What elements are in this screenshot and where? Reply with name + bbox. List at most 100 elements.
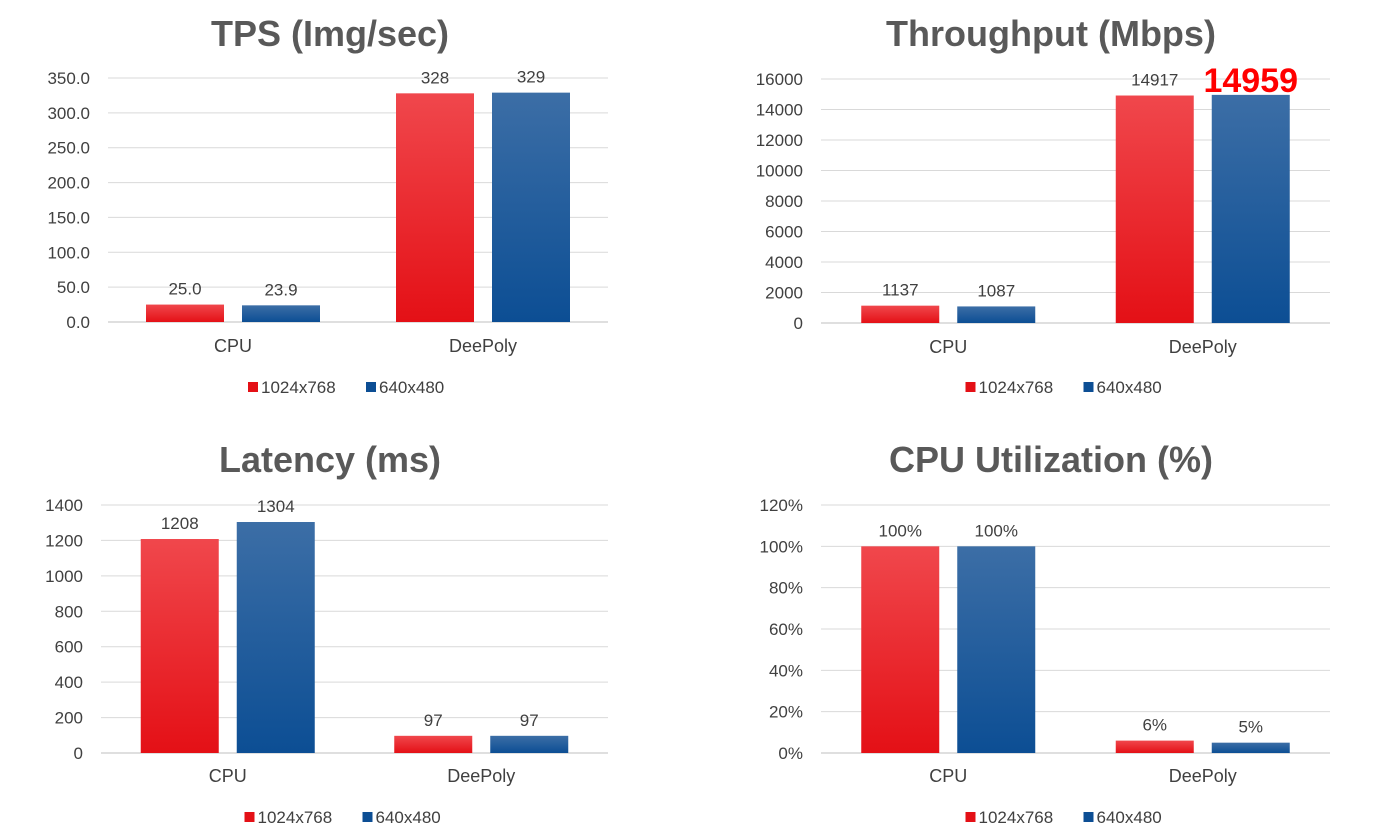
chart-cpu-utilization: CPU Utilization (%) 0% 20% 40% 60% 80% 100% 120… (687, 420, 1373, 836)
bar-series-640x480-deepoly (492, 92, 570, 322)
legend-swatch (965, 812, 976, 822)
legend-label: 640x480 (376, 808, 441, 827)
bar-series-640x480-cpu (957, 306, 1036, 323)
y-tick-label: 200.0 (47, 174, 90, 193)
data-label: 14959 (1203, 62, 1298, 100)
chart-svg: CPU Utilization (%) 0% 20% 40% 60% 80% 100% 120… (760, 439, 1330, 827)
bar-series-640x480-cpu (242, 305, 320, 322)
data-label: 100% (879, 521, 922, 540)
x-category-label: DeePoly (449, 336, 517, 356)
legend-label: 640x480 (379, 378, 444, 397)
bar-series-1024x768-deepoly (1115, 740, 1194, 753)
y-tick-label: 0% (778, 744, 803, 763)
chart-title: Throughput (Mbps) (886, 13, 1216, 54)
y-tick-label: 200 (55, 709, 83, 728)
bar-series-640x480-deepoly (490, 735, 569, 753)
y-tick-label: 800 (55, 602, 83, 621)
y-tick-label: 8000 (765, 192, 803, 211)
y-tick-label: 60% (769, 620, 803, 639)
y-tick-label: 40% (769, 661, 803, 680)
bar-series-1024x768-cpu (146, 304, 224, 322)
legend-label: 1024x768 (979, 378, 1054, 397)
legend-label: 1024x768 (261, 378, 336, 397)
data-label: 25.0 (168, 280, 201, 299)
y-tick-label: 300.0 (47, 104, 90, 123)
y-tick-label: 150.0 (47, 208, 90, 227)
legend-swatch (248, 382, 258, 392)
chart-title: TPS (Img/sec) (211, 13, 449, 54)
bar-series-1024x768-cpu (140, 539, 219, 753)
bar-series-640x480-deepoly (1211, 94, 1290, 324)
y-tick-label: 100.0 (47, 243, 90, 262)
chart-throughput: Throughput (Mbps) 0 2000 4000 6000 8000 10000 1… (687, 0, 1373, 416)
data-label: 328 (421, 68, 449, 87)
chart-latency: Latency (ms) 0 200 400 600 800 1000 1200 1400 120… (0, 420, 686, 836)
bar-series-640x480-deepoly (1211, 742, 1290, 753)
y-tick-label: 1200 (45, 531, 83, 550)
bar-series-1024x768-cpu (861, 305, 940, 323)
data-label: 1087 (977, 281, 1015, 300)
chart-tps: TPS (Img/sec) 0.0 50.0 100.0 150.0 200.0 250.0… (0, 0, 686, 416)
data-label: 1137 (882, 281, 919, 300)
chart-title: Latency (ms) (219, 439, 441, 480)
bar-series-1024x768-deepoly (1115, 95, 1194, 323)
y-tick-label: 1400 (45, 496, 83, 515)
y-tick-label: 6000 (765, 223, 803, 242)
chart-svg: Throughput (Mbps) 0 2000 4000 6000 8000 10000 1… (756, 13, 1330, 397)
y-tick-label: 100% (760, 537, 803, 556)
legend-label: 640x480 (1097, 808, 1162, 827)
y-tick-label: 10000 (756, 162, 803, 181)
bar-series-640x480-cpu (236, 522, 315, 753)
legend-swatch (965, 382, 976, 392)
y-tick-label: 0 (74, 744, 83, 763)
y-tick-label: 14000 (756, 101, 803, 120)
legend-swatch (244, 812, 255, 822)
bar-series-640x480-cpu (957, 546, 1036, 753)
y-tick-label: 20% (769, 703, 803, 722)
y-tick-label: 16000 (756, 70, 803, 89)
data-label: 329 (517, 68, 545, 87)
y-tick-label: 400 (55, 673, 83, 692)
chart-title: CPU Utilization (%) (889, 439, 1213, 480)
legend-label: 1024x768 (258, 808, 333, 827)
x-category-label: DeePoly (1169, 337, 1237, 357)
y-tick-label: 2000 (765, 284, 803, 303)
data-label: 23.9 (264, 280, 297, 299)
x-category-label: CPU (929, 766, 967, 786)
y-tick-label: 12000 (756, 131, 803, 150)
y-tick-label: 50.0 (57, 278, 90, 297)
data-label: 97 (520, 711, 539, 730)
y-tick-label: 1000 (45, 567, 83, 586)
y-tick-label: 4000 (765, 253, 803, 272)
x-category-label: CPU (214, 336, 252, 356)
legend-label: 1024x768 (979, 808, 1054, 827)
y-tick-label: 120% (760, 496, 803, 515)
y-tick-label: 0 (794, 314, 803, 333)
x-category-label: DeePoly (1169, 766, 1237, 786)
y-tick-label: 250.0 (47, 139, 90, 158)
data-label: 6% (1142, 716, 1167, 735)
data-label: 1208 (161, 514, 199, 533)
bar-series-1024x768-cpu (861, 546, 940, 753)
data-label: 14917 (1131, 71, 1178, 90)
data-label: 97 (424, 711, 443, 730)
data-label: 1304 (257, 497, 295, 516)
y-tick-label: 80% (769, 579, 803, 598)
chart-svg: Latency (ms) 0 200 400 600 800 1000 1200 1400 120… (45, 439, 608, 827)
chart-svg: TPS (Img/sec) 0.0 50.0 100.0 150.0 200.0 250.0… (47, 13, 608, 397)
y-tick-label: 600 (55, 638, 83, 657)
data-label: 5% (1238, 718, 1263, 737)
bar-series-1024x768-deepoly (394, 735, 473, 753)
legend-swatch (366, 382, 376, 392)
x-category-label: CPU (209, 766, 247, 786)
legend-label: 640x480 (1097, 378, 1162, 397)
legend-swatch (362, 812, 373, 822)
x-category-label: CPU (929, 337, 967, 357)
legend-swatch (1083, 382, 1094, 392)
y-tick-label: 350.0 (47, 69, 90, 88)
y-tick-label: 0.0 (66, 313, 90, 332)
bar-series-1024x768-deepoly (396, 93, 474, 322)
data-label: 100% (975, 521, 1018, 540)
x-category-label: DeePoly (447, 766, 515, 786)
legend-swatch (1083, 812, 1094, 822)
